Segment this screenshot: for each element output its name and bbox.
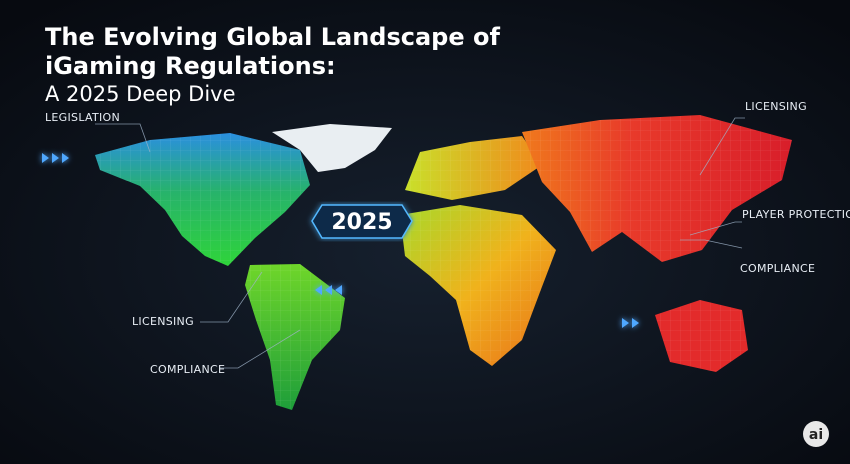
map-label: COMPLIANCE <box>150 363 225 376</box>
year-box: 2025 <box>311 204 413 239</box>
map-label: LICENSING <box>745 100 807 113</box>
leader-lines <box>95 117 745 369</box>
world-map <box>95 115 792 410</box>
title-line: iGaming Regulations: <box>45 52 336 80</box>
map-label: PLAYER PROTECTION <box>742 208 850 221</box>
map-label: COMPLIANCE <box>740 262 815 275</box>
map-label: LICENSING <box>132 315 194 328</box>
year-label: 2025 <box>331 210 392 235</box>
badge-text: ai <box>809 427 823 443</box>
greenland <box>272 124 392 172</box>
ai-badge: ai <box>803 421 829 447</box>
title-line: The Evolving Global Landscape of <box>45 23 500 51</box>
map-label: LEGISLATION <box>45 111 120 124</box>
subtitle: A 2025 Deep Dive <box>45 82 236 106</box>
chevrons <box>42 153 639 328</box>
map-grid <box>95 115 792 410</box>
